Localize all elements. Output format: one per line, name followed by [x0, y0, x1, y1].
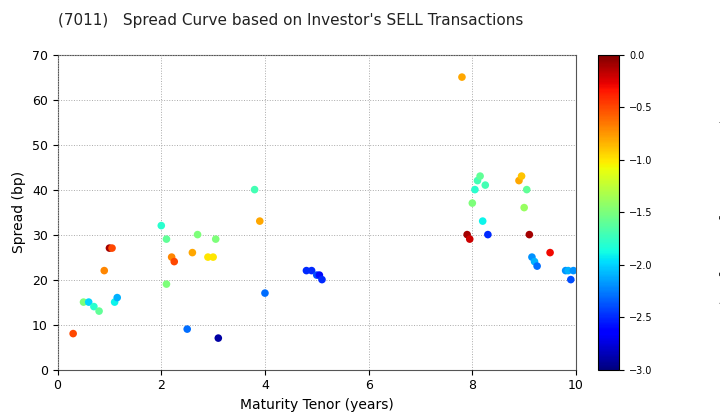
Point: [306, 267, 318, 274]
Point: [521, 186, 533, 193]
Point: [88, 303, 99, 310]
Point: [477, 218, 488, 224]
Point: [161, 281, 172, 287]
Text: (7011)   Spread Curve based on Investor's SELL Transactions: (7011) Spread Curve based on Investor's …: [58, 13, 523, 28]
Point: [464, 236, 475, 242]
Point: [523, 231, 535, 238]
Point: [186, 249, 198, 256]
Point: [469, 186, 481, 193]
Point: [192, 231, 203, 238]
Point: [207, 254, 219, 260]
Point: [166, 254, 177, 260]
Point: [531, 263, 543, 270]
Point: [109, 299, 120, 305]
Point: [467, 200, 478, 207]
Point: [314, 272, 325, 278]
Point: [112, 294, 123, 301]
Y-axis label: Spread (bp): Spread (bp): [12, 171, 27, 253]
Point: [156, 222, 167, 229]
Point: [254, 218, 266, 224]
Point: [565, 276, 577, 283]
Point: [544, 249, 556, 256]
Point: [249, 186, 261, 193]
Point: [202, 254, 214, 260]
Point: [161, 236, 172, 242]
Point: [168, 258, 180, 265]
Point: [472, 177, 483, 184]
Y-axis label: Time in years between 8/9/2024 and Trade Date
(Past Trade Date is given as negat: Time in years between 8/9/2024 and Trade…: [718, 94, 720, 330]
Point: [259, 290, 271, 297]
Point: [482, 231, 494, 238]
Point: [107, 245, 118, 252]
Point: [301, 267, 312, 274]
Point: [518, 204, 530, 211]
Point: [480, 182, 491, 189]
Point: [94, 308, 105, 315]
Point: [212, 335, 224, 341]
Point: [560, 267, 572, 274]
Point: [104, 245, 115, 252]
Point: [562, 267, 574, 274]
X-axis label: Maturity Tenor (years): Maturity Tenor (years): [240, 398, 394, 412]
Point: [210, 236, 222, 242]
Point: [526, 254, 538, 260]
Point: [316, 276, 328, 283]
Point: [181, 326, 193, 333]
Point: [68, 330, 79, 337]
Point: [528, 258, 540, 265]
Point: [311, 272, 323, 278]
Point: [456, 74, 468, 81]
Point: [78, 299, 89, 305]
Point: [567, 267, 579, 274]
Point: [474, 173, 486, 179]
Point: [99, 267, 110, 274]
Point: [516, 173, 527, 179]
Point: [462, 231, 473, 238]
Point: [83, 299, 94, 305]
Point: [513, 177, 525, 184]
